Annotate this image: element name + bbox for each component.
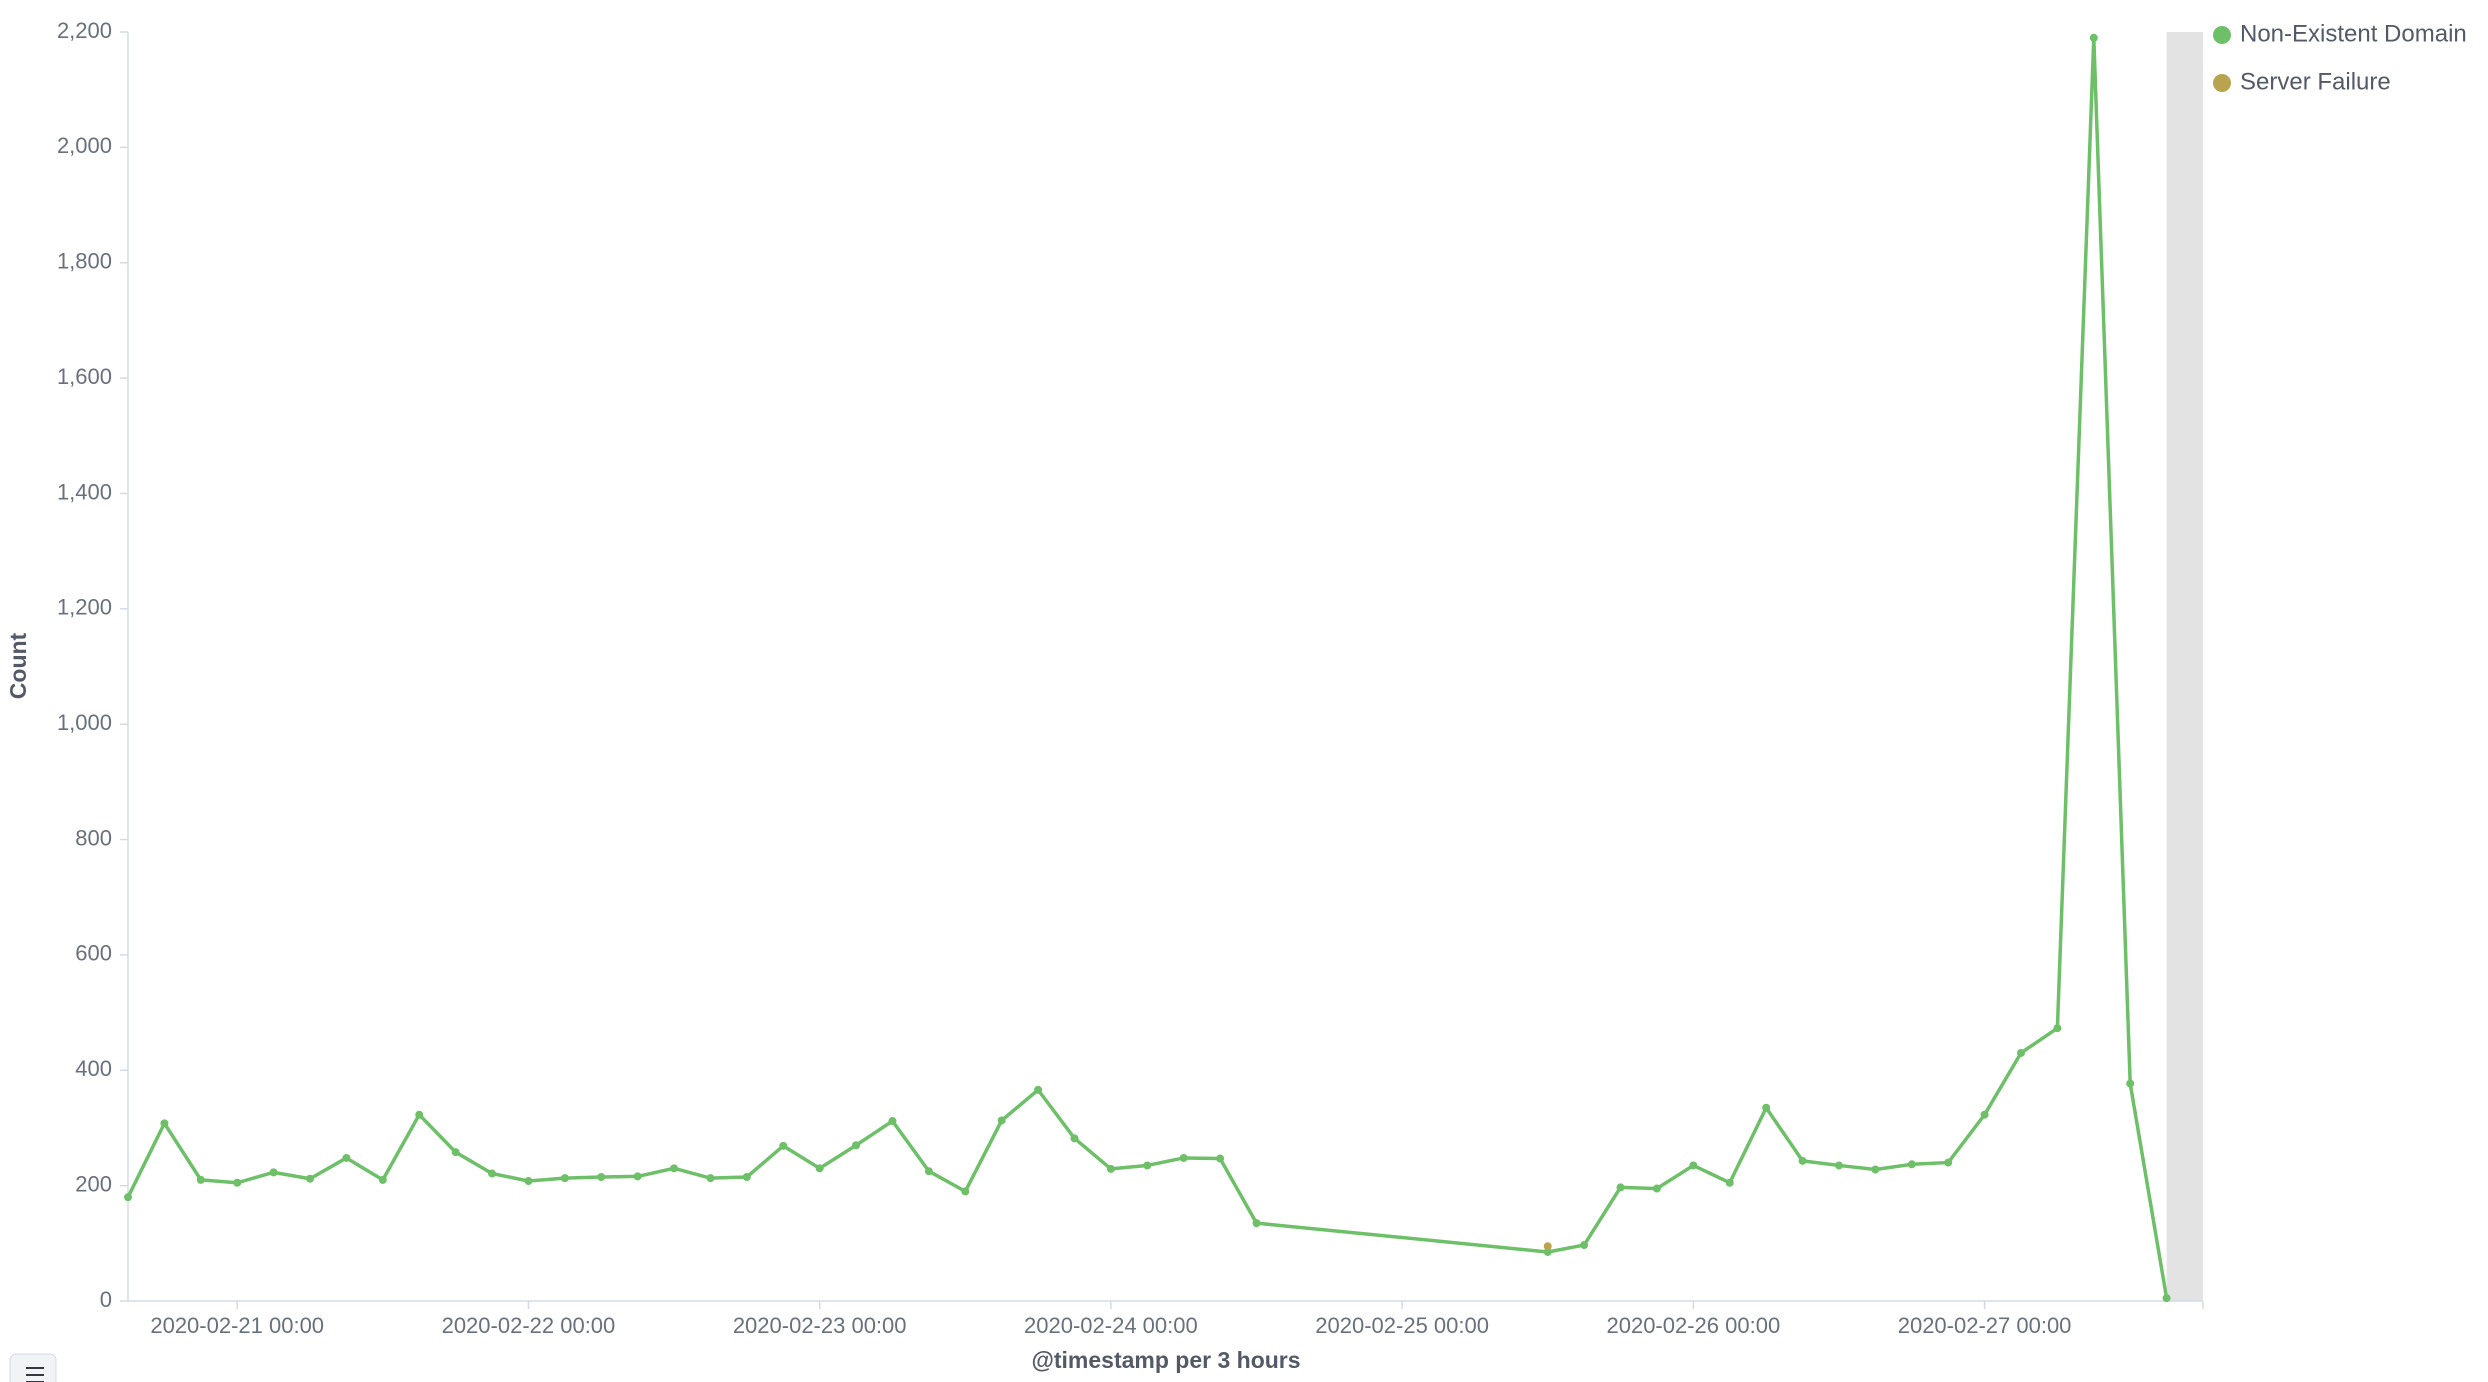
data-point (160, 1119, 169, 1128)
x-tick-label: 2020-02-27 00:00 (1898, 1313, 2072, 1338)
data-point (633, 1172, 642, 1181)
y-tick-label: 2,200 (57, 18, 112, 43)
y-tick-label: 200 (75, 1171, 112, 1196)
data-point (1871, 1165, 1880, 1174)
x-tick-label: 2020-02-26 00:00 (1606, 1313, 1780, 1338)
x-tick-label: 2020-02-25 00:00 (1315, 1313, 1489, 1338)
data-point (706, 1174, 715, 1183)
data-point (1980, 1110, 1989, 1119)
data-point (1725, 1178, 1734, 1187)
y-tick-label: 0 (100, 1287, 112, 1312)
data-point (451, 1148, 460, 1157)
data-point (1034, 1085, 1043, 1094)
data-point (415, 1110, 424, 1119)
series-line (126, 36, 2169, 1299)
data-point (1689, 1161, 1698, 1170)
y-tick-label: 600 (75, 941, 112, 966)
data-point (1252, 1219, 1261, 1228)
data-point (269, 1168, 278, 1177)
data-point (1143, 1161, 1152, 1170)
x-tick-label: 2020-02-21 00:00 (150, 1313, 324, 1338)
data-point (779, 1141, 788, 1150)
legend-swatch (2213, 74, 2231, 92)
data-point (924, 1167, 933, 1176)
data-point (1106, 1164, 1115, 1173)
data-point (1543, 1242, 1552, 1251)
y-tick-label: 1,000 (57, 710, 112, 735)
legend-swatch (2213, 26, 2231, 44)
data-point (1907, 1160, 1916, 1169)
data-point (1834, 1161, 1843, 1170)
data-point (378, 1175, 387, 1184)
data-point (597, 1172, 606, 1181)
data-point (1652, 1184, 1661, 1193)
data-point (742, 1172, 751, 1181)
x-tick-label: 2020-02-23 00:00 (733, 1313, 907, 1338)
data-point (670, 1164, 679, 1173)
y-tick-label: 1,600 (57, 364, 112, 389)
y-tick-label: 2,000 (57, 133, 112, 158)
data-point (233, 1178, 242, 1187)
x-tick-label: 2020-02-22 00:00 (442, 1313, 616, 1338)
data-point (852, 1141, 861, 1150)
data-point (2016, 1048, 2025, 1057)
y-tick-label: 1,200 (57, 595, 112, 620)
y-tick-label: 400 (75, 1056, 112, 1081)
y-tick-label: 1,800 (57, 249, 112, 274)
data-point (2162, 1294, 2171, 1303)
data-point (1580, 1241, 1589, 1250)
list-icon (26, 1367, 44, 1382)
data-point (560, 1174, 569, 1183)
data-point (342, 1153, 351, 1162)
data-point (488, 1169, 497, 1178)
y-axis-label: Count (5, 632, 31, 699)
data-point (306, 1174, 315, 1183)
x-tick-label: 2020-02-24 00:00 (1024, 1313, 1198, 1338)
data-point (1543, 1247, 1552, 1256)
data-point (524, 1177, 533, 1186)
data-point (124, 1193, 132, 1202)
data-point (1070, 1134, 1079, 1143)
x-axis-label: @timestamp per 3 hours (1031, 1347, 1300, 1373)
data-point (1762, 1103, 1771, 1112)
y-tick-label: 800 (75, 825, 112, 850)
data-point (2126, 1079, 2135, 1088)
data-point (961, 1187, 970, 1196)
data-point (1944, 1158, 1953, 1167)
data-point (1179, 1153, 1188, 1162)
legend-label: Server Failure (2240, 68, 2391, 95)
data-point (2053, 1024, 2062, 1033)
data-point (997, 1116, 1006, 1125)
data-point (888, 1117, 897, 1126)
data-point (1798, 1156, 1807, 1165)
data-point (196, 1175, 205, 1184)
y-tick-label: 1,400 (57, 479, 112, 504)
data-point (815, 1164, 824, 1173)
data-point (1216, 1154, 1225, 1163)
data-point (1616, 1183, 1625, 1192)
partial-bucket (2166, 32, 2203, 1301)
legend-label: Non-Existent Domain (2240, 20, 2467, 47)
data-point (2089, 33, 2098, 42)
